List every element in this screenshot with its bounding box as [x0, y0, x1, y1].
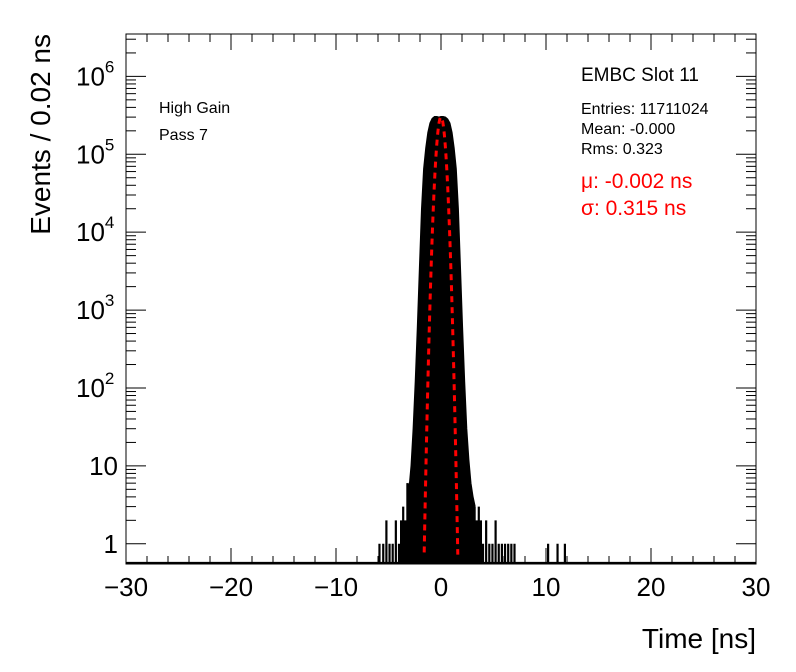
gain-label: High Gain — [159, 100, 230, 117]
y-tick-label: 102 — [76, 369, 114, 403]
y-tick-labels: 1 10 102 103 104 105 106 — [76, 57, 118, 558]
x-tick-label: 20 — [637, 572, 666, 602]
y-tick-label: 104 — [76, 213, 114, 247]
histogram-series — [126, 116, 756, 565]
y-tick-label: 106 — [76, 57, 114, 91]
x-tick-label: −30 — [104, 572, 148, 602]
fit-sigma-label: σ: 0.315 ns — [581, 197, 686, 220]
x-tick-label: 30 — [742, 572, 771, 602]
x-tick-label: 0 — [434, 572, 448, 602]
x-tick-label: −20 — [209, 572, 253, 602]
y-tick-label: 10 — [89, 451, 118, 481]
stats-mean: Mean: -0.000 — [581, 121, 675, 138]
pass-label: Pass 7 — [159, 127, 208, 144]
stats-title: EMBC Slot 11 — [581, 65, 699, 86]
fit-mean-label: μ: -0.002 ns — [581, 170, 692, 193]
x-axis-title: Time [ns] — [642, 623, 756, 654]
y-tick-label: 105 — [76, 135, 114, 169]
y-tick-label: 103 — [76, 291, 114, 325]
x-tick-label: −10 — [314, 572, 358, 602]
x-tick-labels: −30 −20 −10 0 10 20 30 — [104, 572, 771, 602]
y-tick-label: 1 — [104, 529, 118, 559]
stats-rms: Rms: 0.323 — [581, 141, 663, 158]
gaussian-fit-line — [422, 115, 460, 555]
x-tick-label: 10 — [532, 572, 561, 602]
plot-frame — [125, 33, 757, 565]
y-axis-title: Events / 0.02 ns — [25, 34, 56, 235]
stats-entries: Entries: 11711024 — [581, 101, 709, 118]
